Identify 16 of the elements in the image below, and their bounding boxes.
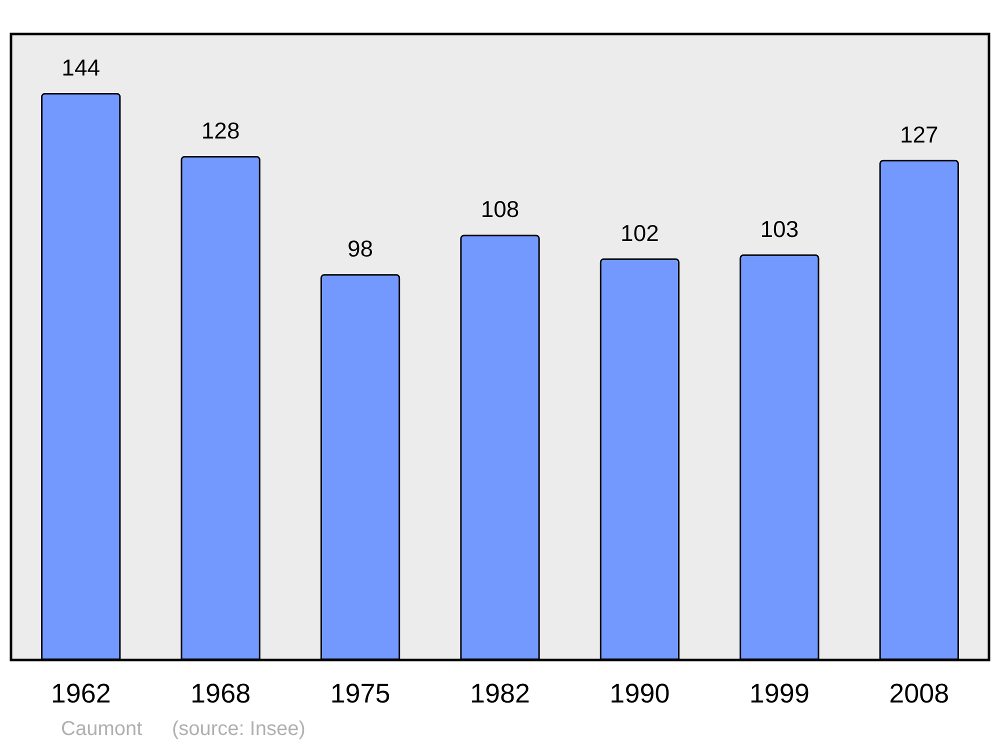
x-tick-label: 1975 xyxy=(330,678,390,708)
x-tick-label: 1968 xyxy=(190,678,251,708)
x-tick-label: 1962 xyxy=(50,678,111,708)
text: Caumont xyxy=(61,718,143,740)
data-label: 102 xyxy=(620,220,659,246)
data-label: 98 xyxy=(347,236,374,262)
x-tick-label: 2008 xyxy=(889,678,950,708)
x-tick-label: 1982 xyxy=(470,678,530,708)
data-label: 128 xyxy=(201,117,240,144)
x-tick-label: 1999 xyxy=(749,678,810,708)
data-label: 144 xyxy=(62,54,100,80)
data-label: 103 xyxy=(760,216,799,242)
data-label: 108 xyxy=(480,196,520,222)
x-tick-label: 1990 xyxy=(610,678,670,708)
data-label: 127 xyxy=(900,121,938,148)
text: (source: Insee) xyxy=(172,718,306,740)
